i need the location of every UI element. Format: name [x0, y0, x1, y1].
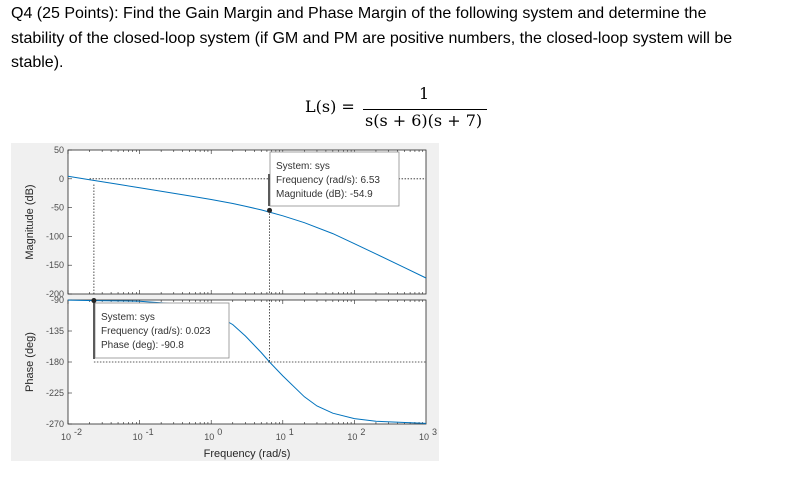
- frequency-x-tick-label: 10: [347, 432, 357, 442]
- frequency-x-tick-exponent: -1: [146, 427, 154, 437]
- magnitude-datatip-box: [269, 151, 400, 207]
- magnitude-y-tick-label: 0: [59, 174, 64, 184]
- magnitude-y-tick-label: -150: [46, 260, 64, 270]
- frequency-x-tick-exponent: 0: [217, 427, 222, 437]
- frequency-x-tick-label: 10: [276, 432, 286, 442]
- magnitude-y-ticks: 50 0 -50 -100 -150 -200: [46, 145, 72, 299]
- frequency-x-tick-label: 10: [61, 432, 71, 442]
- phase-x-ticks: 10 -2 10 -1 10 0 10 1 10 2 10 3: [61, 427, 437, 442]
- phase-ylabel: Phase (deg): [24, 332, 36, 392]
- phase-y-tick-label: -270: [46, 419, 64, 429]
- magnitude-datatip[interactable]: System: sys Frequency (rad/s): 6.53 Magn…: [267, 151, 400, 213]
- frequency-x-tick-exponent: -2: [74, 427, 82, 437]
- magnitude-ylabel: Magnitude (dB): [24, 184, 36, 259]
- question-line-1: Q4 (25 Points): Find the Gain Margin and…: [11, 5, 707, 22]
- magnitude-y-tick-label: 50: [54, 145, 64, 155]
- formula-numerator: 1: [419, 84, 430, 103]
- question-line-3: stable).: [11, 54, 64, 71]
- phase-datatip-value: Phase (deg): -90.8: [101, 340, 184, 351]
- phase-y-tick-label: -225: [46, 388, 64, 398]
- bode-plot-svg: 500-50-100-150-200 Magnitude (dB) -90-13…: [24, 145, 437, 460]
- phase-series-line: [67, 299, 427, 424]
- magnitude-datatip-marker: [267, 207, 273, 213]
- magnitude-y-tick-label: -50: [51, 203, 64, 213]
- phase-datatip-title: System: sys: [101, 312, 155, 323]
- frequency-x-tick-exponent: 2: [360, 427, 365, 437]
- phase-datatip-frequency: Frequency (rad/s): 0.023: [101, 326, 211, 337]
- magnitude-series-line: [67, 175, 427, 279]
- magnitude-grid: [67, 150, 424, 294]
- frequency-x-tick-label: 10: [419, 432, 429, 442]
- phase-y-tick-label: -90: [51, 295, 64, 305]
- magnitude-datatip-title: System: sys: [276, 161, 330, 172]
- magnitude-y-tick-label: -200: [46, 289, 64, 299]
- phase-y-tick-label: -180: [46, 357, 64, 367]
- question-line-2: stability of the closed-loop system (if …: [11, 29, 733, 47]
- phase-datatip[interactable]: System: sys Frequency (rad/s): 0.023 Pha…: [91, 298, 230, 359]
- phase-y-tick-label: -135: [46, 326, 64, 336]
- magnitude-datatip-value: Magnitude (dB): -54.9: [276, 189, 373, 200]
- magnitude-datatip-frequency: Frequency (rad/s): 6.53: [276, 175, 380, 186]
- formula-lhs: L(s) =: [305, 97, 355, 116]
- frequency-x-tick-label: 10: [133, 432, 143, 442]
- formula-denominator: s(s + 6)(s + 7): [365, 111, 483, 130]
- frequency-x-tick-exponent: 1: [289, 427, 294, 437]
- frequency-xlabel: Frequency (rad/s): [204, 448, 291, 460]
- fraction-bar: [363, 109, 487, 110]
- phase-datatip-marker: [91, 298, 97, 304]
- phase-datatip-box: [94, 302, 230, 359]
- question-text: Q4 (25 Points): Find the Gain Margin and…: [11, 2, 791, 76]
- frequency-x-tick-label: 10: [204, 432, 214, 442]
- transfer-function-formula: L(s) = 1 s(s + 6)(s + 7): [305, 84, 490, 134]
- magnitude-y-tick-label: -100: [46, 231, 64, 241]
- bode-plot-figure: 50 0 -50 -100 -150 -200 Magnitude (dB) -90 -13…: [11, 143, 439, 461]
- frequency-x-tick-exponent: 3: [432, 427, 437, 437]
